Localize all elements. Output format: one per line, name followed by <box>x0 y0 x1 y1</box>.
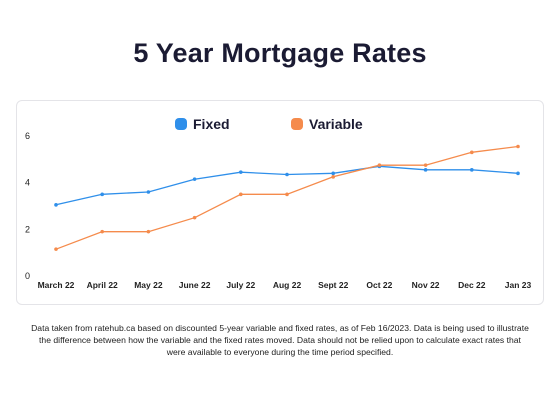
x-tick-label: April 22 <box>87 280 118 290</box>
data-point-variable <box>146 229 151 234</box>
data-point-fixed <box>239 170 243 174</box>
x-tick-label: June 22 <box>179 280 211 290</box>
legend-label-fixed: Fixed <box>193 116 230 132</box>
x-tick-label: Dec 22 <box>458 280 486 290</box>
series-line-variable <box>55 145 519 250</box>
data-point-variable <box>285 192 289 197</box>
data-point-fixed <box>516 171 520 176</box>
x-tick-label: Aug 22 <box>273 280 302 290</box>
x-tick-label: July 22 <box>226 280 255 290</box>
x-tick-label: Nov 22 <box>412 280 440 290</box>
data-point-variable <box>470 150 474 155</box>
x-tick-label: Oct 22 <box>366 280 392 290</box>
data-point-fixed <box>285 172 289 177</box>
data-point-fixed <box>331 171 336 176</box>
data-point-fixed <box>100 192 104 197</box>
data-point-variable <box>100 229 104 234</box>
x-tick-label: Sept 22 <box>318 280 349 290</box>
chart-title: 5 Year Mortgage Rates <box>133 38 427 68</box>
data-point-fixed <box>423 168 428 172</box>
footnote: Data taken from ratehub.ca based on disc… <box>31 323 529 357</box>
data-point-fixed <box>146 190 151 194</box>
data-point-fixed <box>192 177 197 181</box>
series-line-fixed <box>55 165 519 206</box>
data-point-variable <box>239 192 243 197</box>
y-tick-label: 6 <box>25 131 30 141</box>
y-tick-label: 4 <box>25 178 30 188</box>
y-tick-label: 0 <box>25 271 30 281</box>
legend-swatch-variable <box>291 118 303 130</box>
data-point-variable <box>423 163 428 167</box>
data-point-variable <box>192 215 197 220</box>
data-point-fixed <box>470 168 474 172</box>
data-point-variable <box>54 247 58 251</box>
x-tick-label: Jan 23 <box>505 280 532 290</box>
legend-swatch-fixed <box>175 118 187 130</box>
data-point-variable <box>516 144 520 149</box>
chart-card: 0 2 4 6 March 22 April 22 May 22 June 22 July 22… <box>16 100 544 305</box>
data-point-variable <box>377 163 382 167</box>
legend-label-variable: Variable <box>309 116 363 132</box>
x-tick-label: March 22 <box>38 280 75 290</box>
data-point-variable <box>331 175 336 179</box>
data-point-fixed <box>54 203 58 207</box>
line-chart: 0 2 4 6 March 22 April 22 May 22 June 22 July 22… <box>25 116 532 290</box>
y-tick-label: 2 <box>25 224 30 234</box>
x-tick-label: May 22 <box>134 280 163 290</box>
